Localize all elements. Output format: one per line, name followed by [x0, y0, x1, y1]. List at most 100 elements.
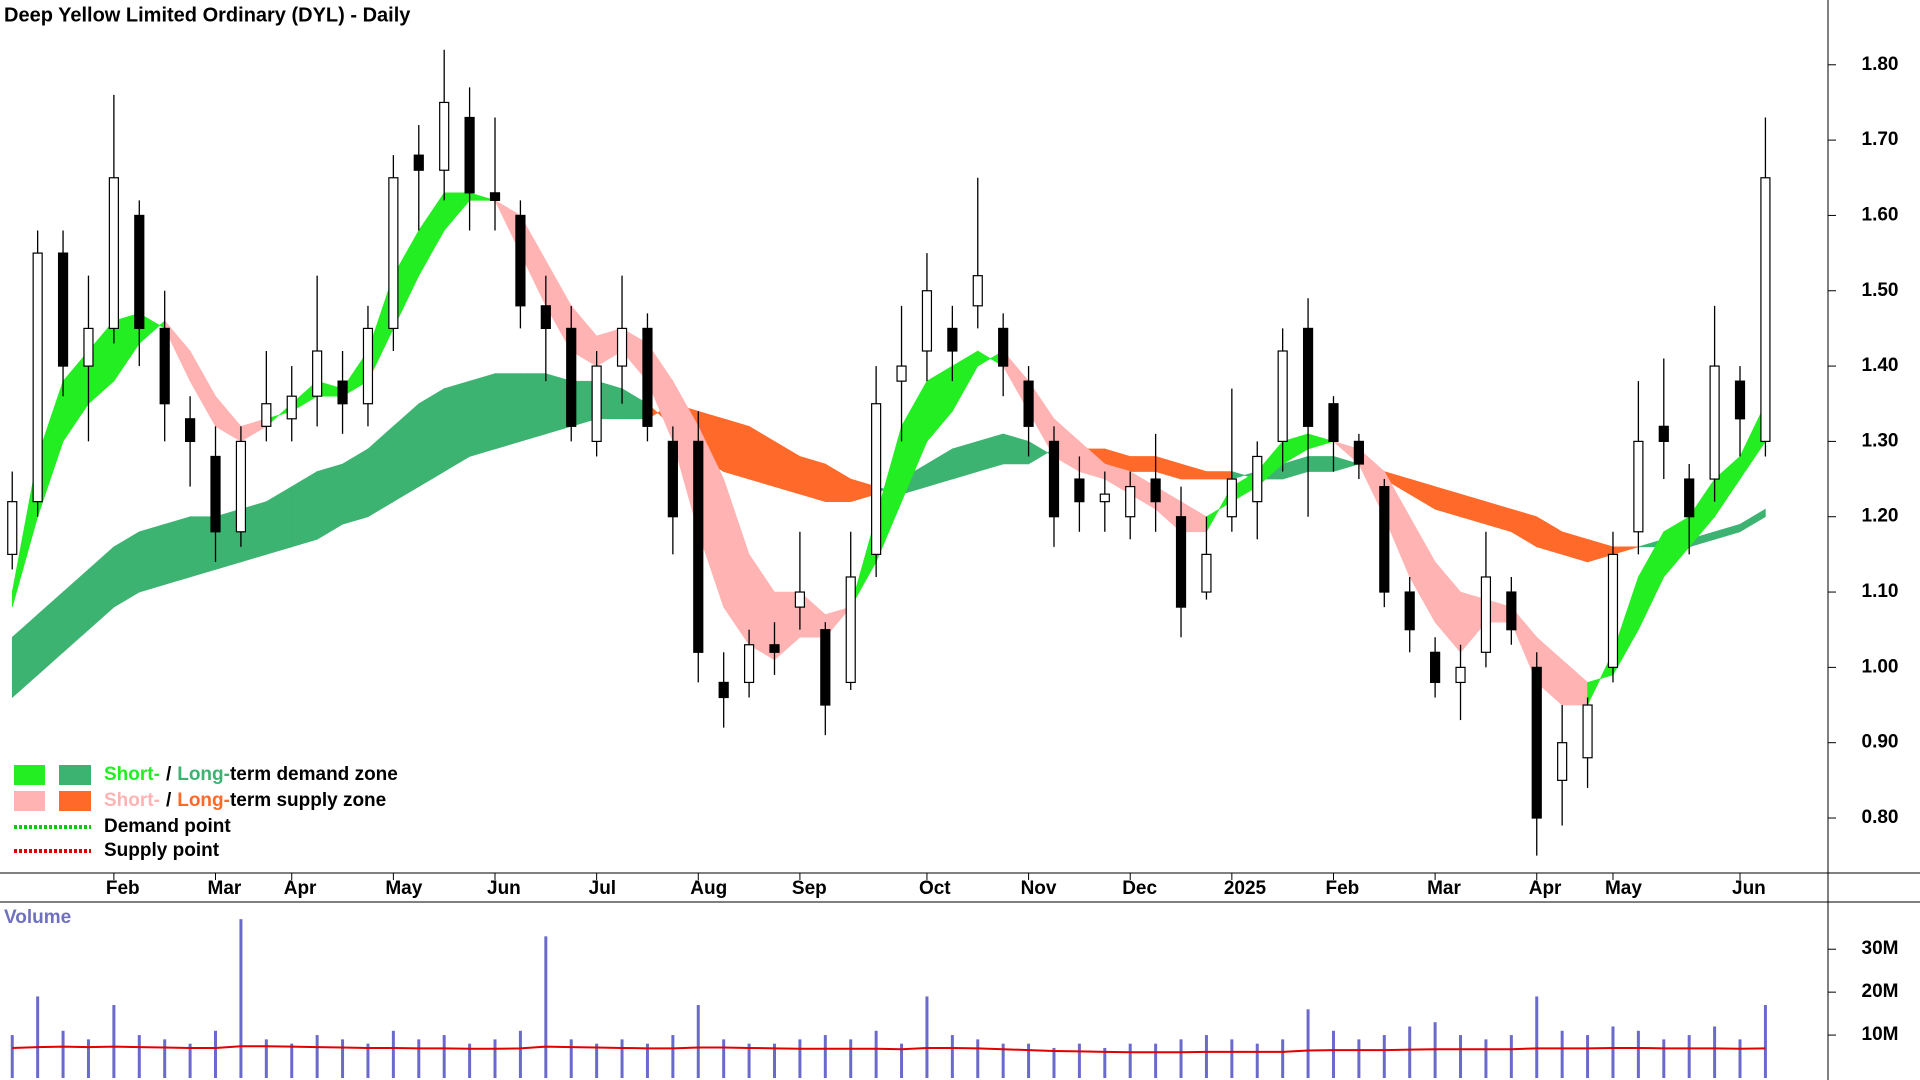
long-term-zone	[1206, 471, 1233, 480]
volume-bar	[1408, 1026, 1412, 1078]
x-tick-label: Apr	[284, 878, 317, 899]
legend-swatch	[14, 765, 45, 785]
volume-bar	[620, 1039, 624, 1078]
volume-bar	[86, 1039, 90, 1078]
legend-label: Short-	[104, 790, 160, 811]
legend-label: term supply zone	[230, 790, 386, 811]
long-term-zone	[316, 463, 343, 540]
legend: Short- / Long-term demand zone Short- / Long-…	[14, 764, 398, 861]
y-tick-label: 1.80	[1862, 54, 1899, 75]
volume-bar	[950, 1035, 954, 1078]
chart-title: Deep Yellow Limited Ordinary (DYL) - Dai…	[4, 4, 411, 26]
candle-body	[413, 154, 424, 171]
y-tick-label: 1.00	[1862, 656, 1899, 677]
candle-body	[616, 327, 628, 367]
candle-body	[1557, 742, 1568, 781]
volume-panel	[10, 919, 1767, 1078]
candle-body	[1252, 455, 1263, 503]
short-term-zone	[443, 192, 470, 232]
candle-body	[1048, 440, 1060, 518]
candle-body	[820, 629, 831, 706]
long-term-zone	[37, 591, 64, 676]
volume-bar	[1662, 1039, 1666, 1078]
long-term-zone	[1409, 478, 1436, 510]
volume-bar	[10, 1035, 14, 1078]
volume-bar	[341, 1039, 345, 1078]
long-term-zone	[1002, 433, 1029, 465]
volume-bar	[569, 1039, 573, 1078]
candle-body	[1582, 704, 1593, 759]
long-term-zone	[1561, 531, 1588, 563]
candle-body	[871, 403, 882, 555]
volume-bar	[1052, 1047, 1056, 1078]
volume-bar	[1459, 1035, 1463, 1078]
legend-label: Supply point	[104, 840, 220, 861]
long-term-zone	[88, 546, 115, 631]
short-term-zone	[418, 191, 445, 277]
candle-body	[667, 440, 678, 518]
volume-bar	[290, 1043, 294, 1078]
x-tick-label: Mar	[1427, 878, 1461, 899]
candle-body	[134, 214, 145, 330]
long-term-zone	[11, 613, 38, 699]
candle-body	[1607, 553, 1619, 668]
x-tick-label: Feb	[1325, 878, 1359, 899]
long-term-zone	[799, 456, 826, 503]
candle-body	[362, 327, 374, 405]
candle-body	[337, 380, 348, 405]
volume-bar	[1611, 1026, 1615, 1078]
legend-label: Demand point	[104, 816, 231, 837]
candle-body	[286, 395, 297, 420]
x-tick-label: May	[385, 878, 422, 899]
legend-label: term demand zone	[230, 764, 398, 785]
volume-bar	[722, 1039, 726, 1078]
volume-bar	[1535, 996, 1539, 1078]
candle-body	[1125, 485, 1136, 518]
candle-body	[1379, 485, 1390, 593]
long-term-zone	[1129, 456, 1156, 472]
candle-body	[896, 365, 907, 382]
long-term-zone	[520, 373, 547, 442]
volume-bar	[1509, 1035, 1513, 1078]
bands	[11, 191, 1766, 706]
candle-body	[1302, 327, 1314, 427]
volume-bar	[112, 1005, 116, 1078]
legend-label: /	[166, 764, 172, 785]
long-term-zone	[164, 516, 191, 585]
volume-title: Volume	[4, 907, 71, 928]
volume-bar	[1001, 1043, 1005, 1078]
x-tick-label: Dec	[1122, 878, 1157, 899]
candle-body	[769, 644, 780, 653]
candle-body	[1099, 493, 1110, 503]
short-term-zone	[1079, 440, 1106, 480]
candle-body	[1150, 478, 1161, 503]
volume-bar	[442, 1035, 446, 1078]
y-tick-label: 1.20	[1862, 506, 1899, 527]
candle-body	[83, 327, 94, 367]
y-tick-label: 1.50	[1862, 280, 1899, 301]
volume-bar	[1687, 1035, 1691, 1078]
volume-bar	[1357, 1039, 1361, 1078]
y-tick-label: 1.10	[1862, 581, 1899, 602]
candle-body	[1760, 177, 1771, 442]
volume-bar	[1204, 1035, 1208, 1078]
long-term-zone	[952, 440, 979, 480]
volume-bar	[544, 936, 548, 1078]
x-tick-label: Jul	[589, 878, 616, 899]
volume-bar	[849, 1039, 853, 1078]
long-term-zone	[748, 425, 775, 487]
volume-bar	[1484, 1039, 1488, 1078]
candle-body	[159, 327, 170, 405]
long-term-zone	[1739, 508, 1766, 533]
short-term-zone	[1663, 516, 1690, 578]
volume-bar	[315, 1035, 319, 1078]
volume-bar	[468, 1043, 472, 1078]
long-term-zone	[393, 403, 420, 503]
volume-bar	[214, 1030, 218, 1078]
y-tick-label: 0.90	[1862, 732, 1899, 753]
volume-bar	[645, 1043, 649, 1078]
long-term-zone	[1536, 516, 1563, 555]
volume-bar	[391, 1030, 395, 1078]
candle-body	[1633, 440, 1644, 533]
volume-bar	[1027, 1043, 1031, 1078]
